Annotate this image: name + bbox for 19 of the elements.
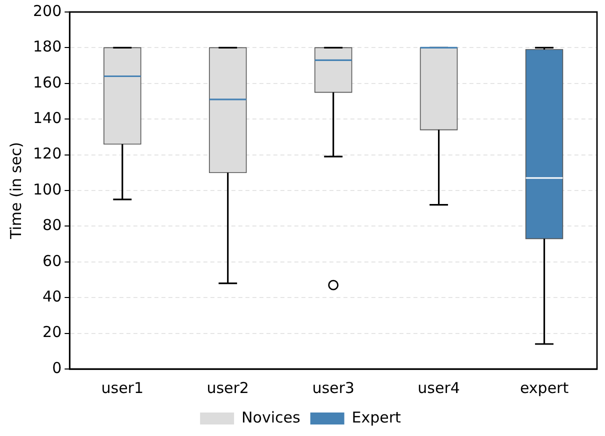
y-axis-title: Time (in sec): [6, 142, 25, 240]
y-tick-label: 140: [32, 108, 62, 127]
x-tick-label: user1: [101, 378, 144, 397]
x-tick-label: user4: [418, 378, 460, 397]
x-tick-label: expert: [520, 378, 569, 397]
y-tick-label: 120: [32, 144, 62, 163]
y-tick-label: 160: [32, 73, 62, 92]
legend-label: Expert: [352, 408, 402, 426]
x-tick-label: user2: [206, 378, 249, 397]
y-tick-label: 80: [42, 216, 62, 234]
y-tick-label: 200: [32, 2, 62, 20]
y-tick-label: 180: [32, 38, 62, 56]
y-tick-label: 100: [32, 180, 62, 198]
y-tick-label: 60: [42, 252, 62, 270]
y-tick-label: 40: [42, 287, 62, 306]
legend-label: Novices: [242, 408, 300, 426]
x-tick-label: user3: [312, 378, 354, 397]
y-tick-label: 20: [42, 323, 62, 342]
y-tick-label: 0: [52, 358, 62, 377]
